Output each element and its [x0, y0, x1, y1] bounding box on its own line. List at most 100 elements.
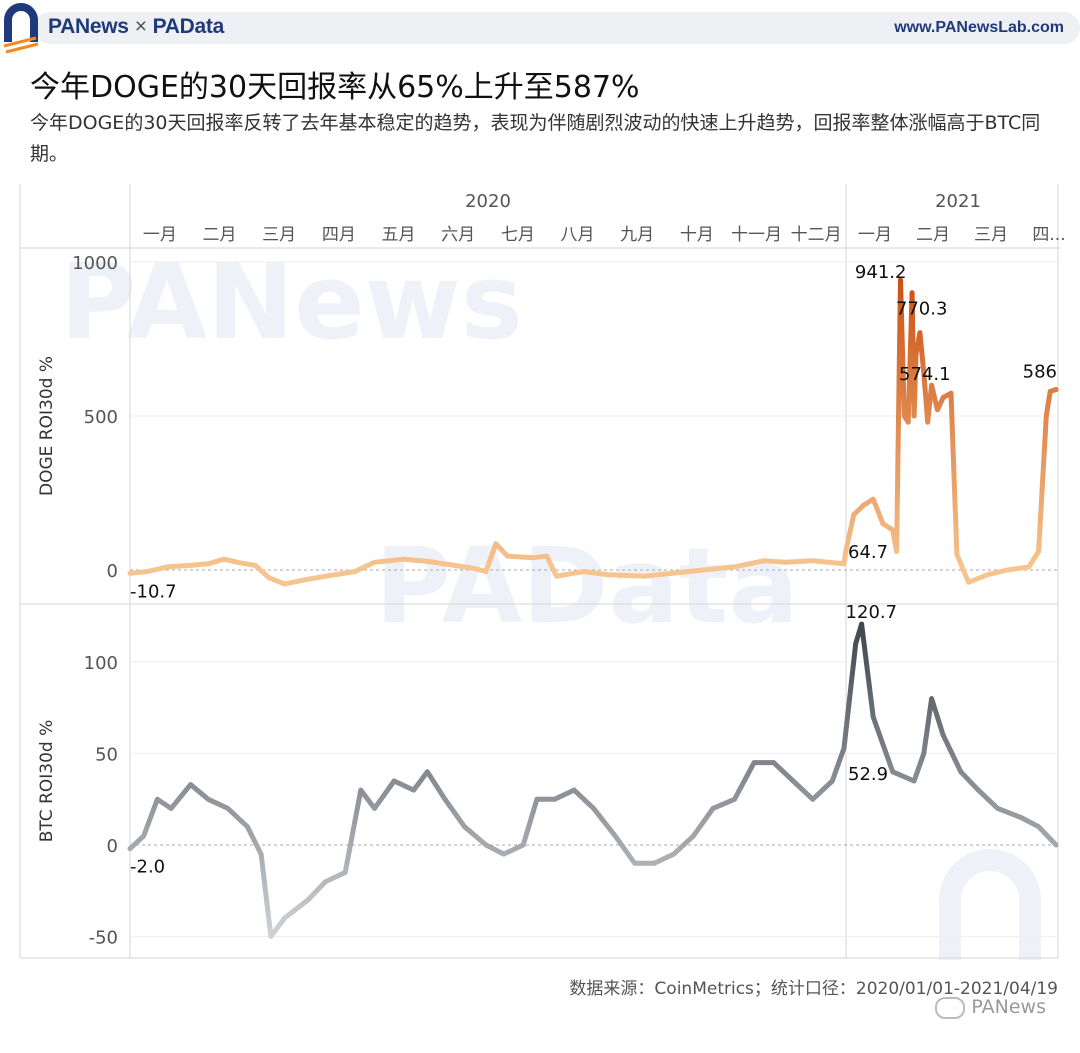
data-point: [168, 806, 174, 811]
data-point: [188, 563, 194, 568]
data-label: 52.9: [848, 764, 888, 785]
watermark-padata: PAData: [375, 525, 799, 647]
data-point: [258, 851, 264, 857]
data-label: 120.7: [846, 602, 898, 623]
data-point: [501, 851, 507, 857]
data-point: [188, 782, 194, 787]
watermark-panews: PANews: [60, 241, 523, 363]
y-tick-label: 50: [95, 745, 118, 766]
data-point: [155, 796, 160, 802]
data-point: [411, 787, 417, 793]
site-url[interactable]: www.PANewsLab.com: [894, 19, 1064, 36]
data-label: 64.7: [848, 542, 888, 563]
y-tick-label: 0: [107, 561, 118, 582]
y-tick-label: 100: [84, 653, 118, 674]
month-label: 十月: [680, 225, 714, 245]
data-point: [282, 581, 287, 587]
data-point: [940, 732, 946, 738]
month-label: 六月: [441, 225, 475, 245]
chart-subtitle: 今年DOGE的30天回报率反转了去年基本稳定的趋势，表现为伴随剧烈波动的快速上升…: [30, 112, 1041, 165]
year-label: 2020: [465, 191, 511, 212]
data-point: [859, 621, 864, 627]
month-label: 十一月: [731, 225, 782, 245]
data-point: [401, 556, 407, 562]
y-axis-title: BTC ROI30d %: [37, 720, 57, 843]
data-point: [305, 576, 311, 582]
data-point: [771, 760, 776, 765]
data-point: [205, 561, 211, 567]
data-point: [671, 570, 677, 576]
month-label: 九月: [620, 225, 654, 245]
data-point: [425, 769, 430, 775]
data-point: [333, 572, 338, 577]
data-point: [145, 569, 151, 574]
data-point: [352, 569, 358, 574]
data-point: [954, 552, 960, 557]
data-point: [843, 547, 849, 553]
data-point: [442, 796, 448, 802]
data-point: [870, 496, 876, 502]
data-label: 941.2: [855, 262, 907, 283]
data-point: [898, 277, 903, 283]
month-label: 二月: [916, 225, 950, 245]
data-point: [358, 787, 364, 793]
data-point: [642, 573, 647, 579]
data-point: [761, 558, 767, 564]
y-axis-title: DOGE ROI30d %: [37, 356, 57, 496]
data-point: [1043, 413, 1049, 419]
data-point: [520, 842, 526, 848]
data-point: [671, 851, 677, 857]
data-point: [861, 502, 866, 508]
data-point: [841, 745, 847, 751]
data-point: [534, 796, 540, 802]
data-point: [890, 769, 896, 775]
data-point: [505, 553, 510, 559]
data-point: [853, 641, 859, 647]
data-label: 574.1: [899, 364, 951, 385]
data-point: [880, 521, 886, 527]
data-point: [164, 564, 170, 570]
data-point: [948, 390, 954, 396]
data-point: [751, 760, 757, 765]
brand-panews: PANews: [48, 15, 129, 38]
data-point: [810, 796, 816, 802]
data-point: [1036, 549, 1041, 554]
data-point: [911, 778, 917, 784]
data-point: [282, 915, 287, 921]
brand-logo: PANews × PAData: [48, 15, 224, 39]
data-point: [985, 572, 991, 577]
brand-separator: ×: [134, 15, 147, 38]
top-bar-background: [34, 12, 1080, 44]
month-label: 八月: [561, 225, 595, 245]
doge-panel: 0 500 1000 DOGE ROI30d % -10.7 64.7 941.2 770.3…: [37, 253, 1059, 602]
data-point: [909, 290, 915, 296]
data-point: [790, 778, 796, 784]
data-point: [894, 549, 899, 554]
data-point: [925, 419, 931, 425]
wechat-icon: [935, 996, 966, 1019]
data-point: [913, 352, 919, 357]
data-point: [935, 407, 940, 413]
data-point: [268, 934, 274, 939]
data-point: [700, 567, 706, 573]
series-line: [127, 621, 1059, 939]
btc-panel: -50 0 50 100 BTC ROI30d % -2.0 52.9 120.7: [37, 602, 1059, 949]
data-point: [342, 870, 348, 875]
data-point: [710, 806, 716, 811]
data-point: [929, 696, 934, 701]
data-point: [651, 860, 657, 866]
month-label: 四...: [1032, 225, 1065, 245]
data-point: [425, 559, 430, 564]
panews-logo-icon: [3, 3, 39, 54]
month-label: 五月: [382, 225, 416, 245]
data-point: [462, 824, 467, 830]
data-point: [266, 575, 272, 581]
data-label: 586: [1023, 362, 1057, 383]
month-label: 三月: [974, 225, 1008, 245]
data-point: [783, 559, 788, 565]
data-point: [554, 573, 559, 579]
data-point: [1036, 824, 1041, 830]
data-point: [921, 751, 927, 756]
data-point: [127, 570, 133, 576]
month-label: 一月: [143, 225, 177, 245]
